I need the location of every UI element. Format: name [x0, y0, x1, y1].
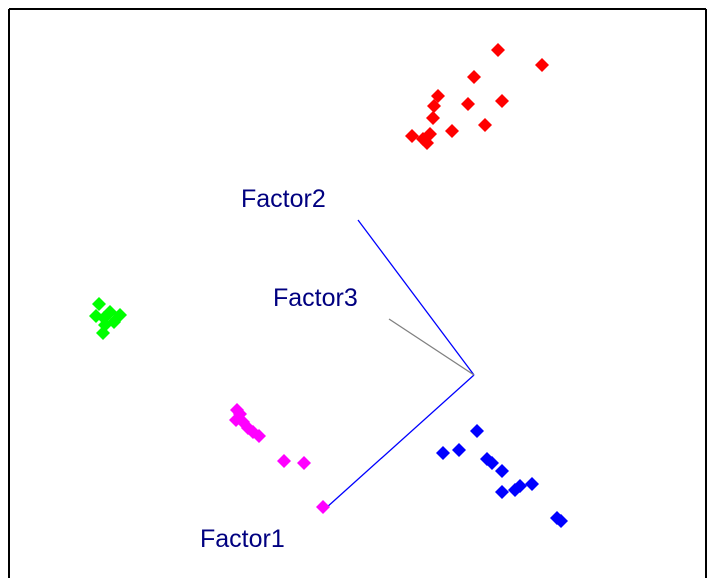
axis-label-factor1: Factor1	[200, 525, 285, 553]
data-point	[495, 94, 509, 108]
data-point	[491, 43, 505, 57]
data-point	[427, 99, 441, 113]
data-point	[96, 326, 110, 340]
data-point	[535, 58, 549, 72]
labels-layer: Factor1 Factor2 Factor3	[200, 185, 358, 553]
series-2	[89, 297, 127, 340]
data-point	[554, 514, 568, 528]
data-point	[467, 70, 481, 84]
axis-label-factor2: Factor2	[241, 185, 326, 213]
data-point	[485, 456, 499, 470]
data-point	[478, 118, 492, 132]
data-point	[277, 454, 291, 468]
data-point	[495, 485, 509, 499]
data-point	[426, 111, 440, 125]
axis-line-factor1	[325, 374, 475, 509]
data-point	[495, 464, 509, 478]
axis-line-factor2	[357, 219, 475, 376]
data-point	[508, 483, 522, 497]
points-layer	[89, 43, 568, 528]
data-point	[316, 500, 330, 514]
data-point	[461, 97, 475, 111]
series-4	[436, 424, 568, 528]
series-1	[405, 43, 549, 150]
axis-line-factor3	[388, 318, 475, 376]
axes-layer	[325, 219, 475, 509]
axis-label-factor3: Factor3	[273, 284, 358, 312]
data-point	[297, 456, 311, 470]
data-point	[470, 424, 484, 438]
data-point	[92, 297, 106, 311]
data-point	[416, 132, 430, 146]
data-point	[525, 477, 539, 491]
series-3	[229, 403, 330, 514]
data-point	[436, 446, 450, 460]
data-point	[452, 443, 466, 457]
data-point	[445, 124, 459, 138]
data-point	[252, 429, 266, 443]
data-point	[405, 129, 419, 143]
